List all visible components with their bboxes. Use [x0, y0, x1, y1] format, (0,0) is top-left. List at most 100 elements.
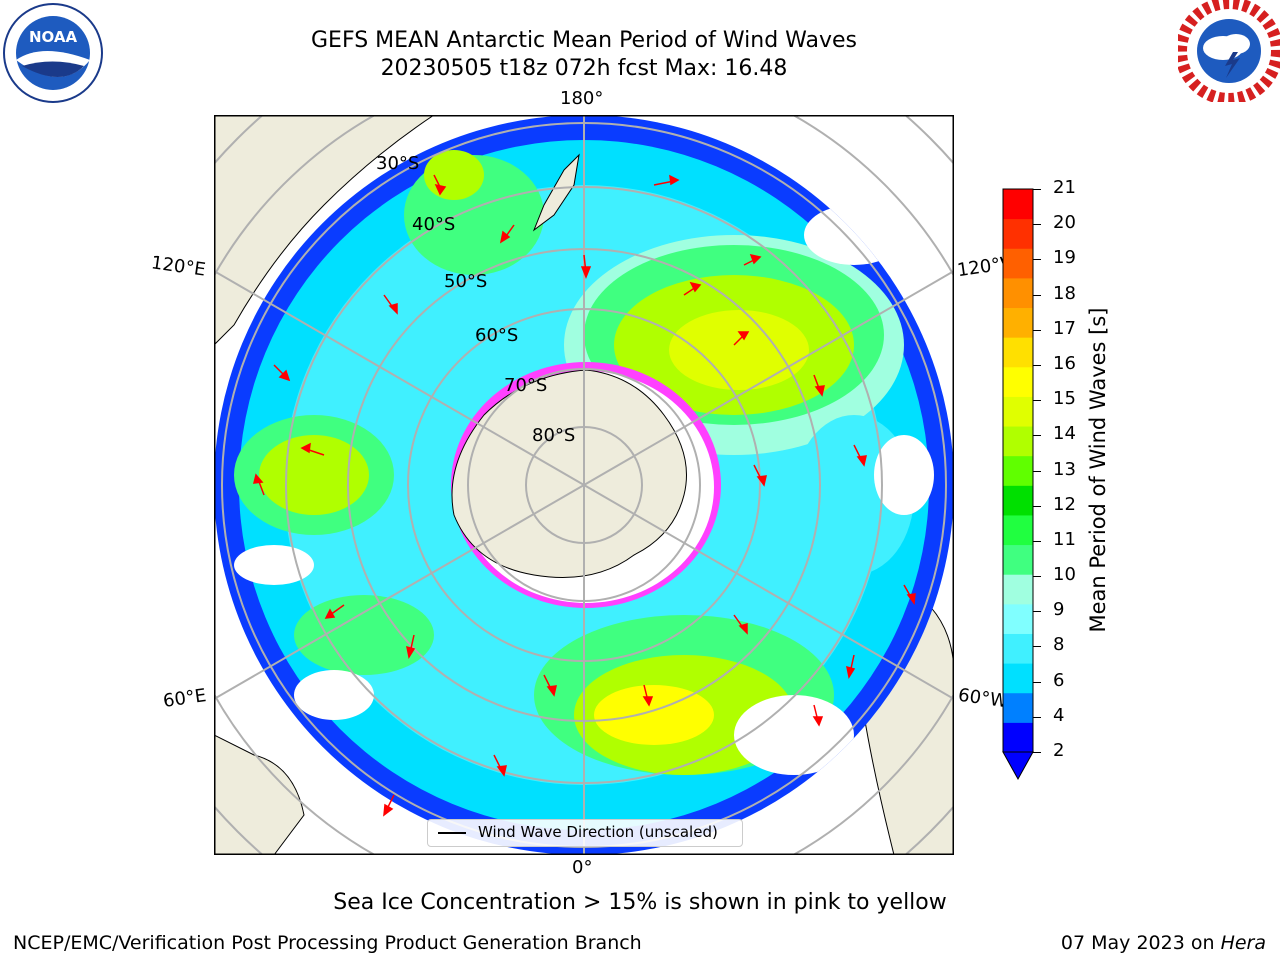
wind-arrow	[273, 364, 291, 382]
colorbar-tick-label: 21	[1053, 177, 1076, 198]
colorbar-tick-label: 18	[1053, 282, 1076, 304]
wind-arrow	[903, 584, 916, 605]
land-new-zealand	[532, 153, 580, 232]
wind-arrow	[846, 654, 856, 679]
wind-arrow	[324, 604, 345, 619]
colorbar-tick	[1033, 646, 1041, 648]
colorbar-tick-label: 12	[1053, 493, 1076, 515]
noaa-logo: NOAA	[3, 3, 103, 103]
noaa-logo-text: NOAA	[29, 28, 78, 46]
wind-arrow	[642, 684, 654, 707]
graticule	[214, 115, 954, 855]
legend-label: Wind Wave Direction (unscaled)	[478, 823, 718, 841]
colorbar-tick-label: 2	[1053, 740, 1065, 761]
wind-arrow	[543, 674, 557, 697]
colorbar-tick	[1033, 681, 1041, 683]
wind-arrow	[499, 224, 515, 244]
colorbar-cell	[1003, 544, 1033, 575]
wind-arrow	[406, 634, 416, 659]
wind-arrow	[683, 281, 702, 296]
colorbar-tick-label: 13	[1053, 458, 1076, 480]
colorbar-cell	[1003, 277, 1033, 309]
colorbar-tick	[1033, 611, 1041, 613]
colorbar-cell	[1003, 426, 1033, 457]
land-antarctica	[451, 369, 687, 578]
colorbar-tick-label: 8	[1053, 634, 1065, 656]
chart-subtitle: 20230505 t18z 072h fcst Max: 16.48	[380, 56, 788, 81]
colorbar-cell	[1003, 366, 1033, 397]
colorbar-tick	[1033, 400, 1041, 402]
footer-date-text: 07 May 2023 on	[1060, 932, 1221, 954]
colorbar-tick	[1033, 752, 1041, 753]
polar-map: 30°S 40°S 50°S 60°S 70°S 80°S	[214, 115, 954, 855]
wind-arrow	[753, 464, 767, 487]
footer-host: Hera	[1220, 932, 1266, 954]
colorbar-tick	[1033, 505, 1041, 507]
sea-ice-caption: Sea Ice Concentration > 15% is shown in …	[333, 890, 947, 915]
colorbar-tick	[1033, 294, 1041, 296]
colorbar-cell	[1003, 574, 1033, 605]
lat-label-70s: 70°S	[504, 375, 547, 396]
chart-title: GEFS MEAN Antarctic Mean Period of Wind …	[311, 28, 857, 53]
legend-line-swatch	[438, 832, 466, 834]
wind-arrow	[853, 444, 867, 467]
wind-arrow	[580, 254, 592, 280]
lon-label-180: 180°	[560, 88, 604, 109]
land-australia	[214, 115, 435, 346]
lat-label-40s: 40°S	[412, 214, 455, 235]
colorbar-tick	[1033, 470, 1041, 472]
colorbar-tick	[1033, 224, 1041, 226]
colorbar-cell	[1003, 663, 1033, 694]
land-africa	[214, 734, 305, 855]
colorbar-tick-label: 15	[1053, 388, 1076, 410]
wind-arrow	[812, 704, 824, 727]
colorbar-tick-label: 4	[1053, 704, 1065, 726]
colorbar-tick	[1033, 435, 1041, 437]
wind-arrow	[493, 754, 507, 777]
colorbar-cell	[1003, 337, 1033, 368]
colorbar-extend-arrow	[1002, 751, 1034, 781]
colorbar	[1002, 188, 1034, 781]
lat-label-60s: 60°S	[475, 325, 518, 346]
wind-arrow	[383, 794, 395, 817]
wind-arrow	[743, 253, 762, 266]
nws-logo	[1178, 0, 1280, 102]
colorbar-cell	[1003, 514, 1033, 546]
lon-label-120e: 120°E	[149, 252, 207, 281]
colorbar-cell	[1003, 307, 1033, 338]
colorbar-tick	[1033, 259, 1041, 261]
lat-label-80s: 80°S	[532, 425, 575, 446]
wind-arrow	[383, 294, 398, 315]
colorbar-cell	[1003, 603, 1033, 634]
lat-label-30s: 30°S	[376, 153, 419, 174]
lat-label-50s: 50°S	[444, 271, 487, 292]
colorbar-tick	[1033, 576, 1041, 578]
colorbar-tick	[1033, 329, 1041, 331]
colorbar-tick-label: 10	[1053, 564, 1076, 586]
lon-label-60e: 60°E	[161, 685, 208, 712]
wind-arrow	[253, 473, 265, 496]
colorbar-cell	[1003, 633, 1033, 664]
wind-arrow	[733, 331, 750, 346]
colorbar-tick	[1033, 189, 1041, 190]
colorbar-tick	[1033, 364, 1041, 366]
footer-date: 07 May 2023 on Hera	[1061, 932, 1266, 954]
colorbar-tick-label: 17	[1053, 317, 1076, 339]
wind-arrows	[253, 174, 916, 817]
colorbar-tick	[1033, 716, 1041, 718]
colorbar-tick-label: 6	[1053, 669, 1065, 691]
colorbar-cell	[1003, 396, 1033, 427]
colorbar-tick	[1033, 540, 1041, 542]
wind-arrow	[813, 374, 825, 397]
colorbar-cell	[1003, 248, 1033, 279]
wind-arrow	[433, 174, 447, 196]
footer-credit: NCEP/EMC/Verification Post Processing Pr…	[13, 932, 642, 954]
colorbar-tick-label: 14	[1053, 423, 1076, 445]
colorbar-cell	[1003, 485, 1033, 516]
colorbar-cell	[1003, 455, 1033, 486]
colorbar-tick-label: 16	[1053, 352, 1076, 374]
colorbar-cell	[1003, 722, 1033, 753]
colorbar-cell	[1003, 218, 1033, 249]
colorbar-cell	[1003, 692, 1033, 723]
wind-arrow	[300, 442, 325, 456]
